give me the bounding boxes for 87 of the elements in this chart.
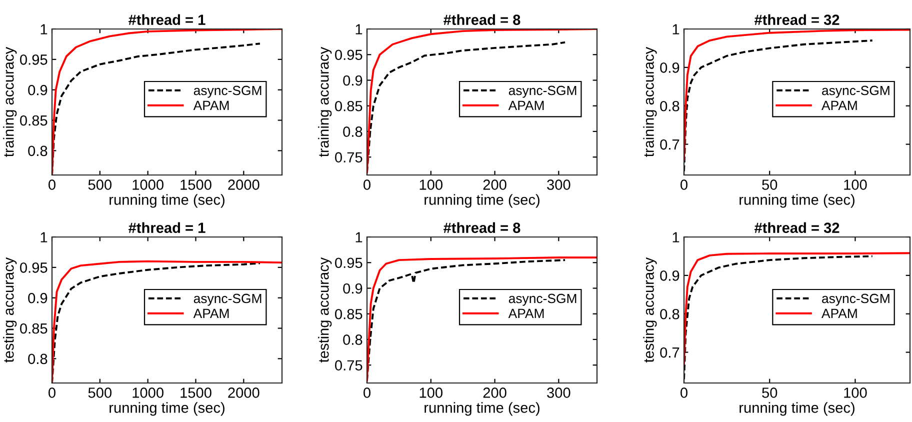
x-tick-label: 0 xyxy=(48,180,56,190)
y-tick-label: 0.9 xyxy=(28,292,48,304)
y-tick-label: 0.9 xyxy=(343,75,362,86)
y-tick-label: 1 xyxy=(672,24,680,34)
y-axis-title: testing accuracy xyxy=(3,257,17,362)
chart-title: #thread = 8 xyxy=(444,222,520,233)
x-tick-label: 300 xyxy=(547,180,570,190)
x-tick-label: 0 xyxy=(48,388,56,398)
x-tick-label: 1500 xyxy=(180,180,212,190)
chart-title: #thread = 1 xyxy=(128,222,206,233)
legend-label: async-SGM xyxy=(508,294,576,306)
legend-label: async-SGM xyxy=(194,294,262,306)
line-series xyxy=(684,252,910,365)
x-tick-label: 100 xyxy=(420,180,442,190)
y-tick-label: 0.85 xyxy=(335,100,362,112)
y-tick-label: 0.85 xyxy=(335,308,362,320)
y-tick-label: 0.75 xyxy=(335,152,362,162)
x-tick-label: 1000 xyxy=(132,388,164,398)
legend-label: APAM xyxy=(193,100,229,110)
x-tick-label: 100 xyxy=(420,388,442,398)
x-axis-title: running time (sec) xyxy=(110,402,224,416)
chart-title: #thread = 1 xyxy=(128,14,206,25)
y-tick-label: 0.85 xyxy=(20,323,48,334)
x-tick-label: 200 xyxy=(483,388,506,398)
y-tick-label: 0.9 xyxy=(660,62,680,73)
legend-label: async-SGM xyxy=(822,294,890,306)
y-tick-label: 0.9 xyxy=(28,84,48,96)
legend-label: APAM xyxy=(822,308,857,318)
x-tick-label: 1500 xyxy=(180,388,212,398)
y-tick-label: 1 xyxy=(356,24,362,34)
y-tick-label: 0.7 xyxy=(660,347,680,358)
chart-title: #thread = 32 xyxy=(754,222,840,233)
legend-label: APAM xyxy=(822,100,857,110)
legend-label: APAM xyxy=(508,308,544,318)
y-axis-title: testing accuracy xyxy=(318,257,332,362)
legend-label: async-SGM xyxy=(822,86,890,98)
y-tick-label: 1 xyxy=(40,232,48,242)
y-tick-label: 0.9 xyxy=(343,283,362,294)
x-tick-label: 50 xyxy=(762,180,778,190)
y-tick-label: 0.85 xyxy=(20,115,48,126)
legend-label: async-SGM xyxy=(194,86,262,98)
y-tick-label: 1 xyxy=(40,24,48,34)
x-tick-label: 2000 xyxy=(228,388,260,398)
y-tick-label: 0.7 xyxy=(660,139,680,150)
legend-label: APAM xyxy=(508,100,544,110)
y-tick-label: 0.95 xyxy=(335,50,362,60)
x-tick-label: 0 xyxy=(364,388,370,398)
line-series xyxy=(52,29,282,175)
x-axis-title: running time (sec) xyxy=(424,194,540,208)
x-tick-label: 100 xyxy=(844,180,867,190)
x-tick-label: 0 xyxy=(680,388,688,398)
y-tick-label: 0.8 xyxy=(660,100,680,112)
x-tick-label: 0 xyxy=(364,180,370,190)
x-tick-label: 1000 xyxy=(132,180,164,190)
chart-title: #thread = 32 xyxy=(754,14,840,25)
y-axis-title: training accuracy xyxy=(643,46,657,157)
x-tick-label: 300 xyxy=(547,388,570,398)
y-axis-title: testing accuracy xyxy=(643,257,657,362)
x-tick-label: 200 xyxy=(483,180,506,190)
legend-label: async-SGM xyxy=(508,86,576,98)
y-tick-label: 0.8 xyxy=(28,146,48,156)
y-tick-label: 0.8 xyxy=(660,308,680,320)
x-tick-label: 2000 xyxy=(228,180,260,190)
x-tick-label: 50 xyxy=(762,388,778,398)
y-axis-title: training accuracy xyxy=(318,46,332,157)
y-tick-label: 1 xyxy=(356,232,362,242)
y-tick-label: 0.8 xyxy=(343,334,362,345)
chart-title: #thread = 8 xyxy=(444,14,520,25)
y-tick-label: 0.95 xyxy=(20,262,48,273)
y-tick-label: 0.8 xyxy=(28,354,48,364)
x-tick-label: 500 xyxy=(88,180,112,190)
x-axis-title: running time (sec) xyxy=(740,402,854,416)
y-tick-label: 0.9 xyxy=(660,270,680,281)
y-tick-label: 1 xyxy=(672,232,680,242)
y-tick-label: 0.95 xyxy=(20,54,48,65)
y-tick-label: 0.75 xyxy=(335,360,362,370)
y-tick-label: 0.95 xyxy=(335,258,362,268)
x-axis-title: running time (sec) xyxy=(110,194,224,208)
x-axis-title: running time (sec) xyxy=(740,194,854,208)
x-tick-label: 100 xyxy=(844,388,867,398)
line-series xyxy=(367,29,597,174)
y-tick-label: 0.8 xyxy=(343,126,362,137)
x-axis-title: running time (sec) xyxy=(424,402,540,416)
x-tick-label: 500 xyxy=(88,388,112,398)
x-tick-label: 0 xyxy=(680,180,688,190)
legend-label: APAM xyxy=(193,308,229,318)
y-axis-title: training accuracy xyxy=(3,46,17,157)
